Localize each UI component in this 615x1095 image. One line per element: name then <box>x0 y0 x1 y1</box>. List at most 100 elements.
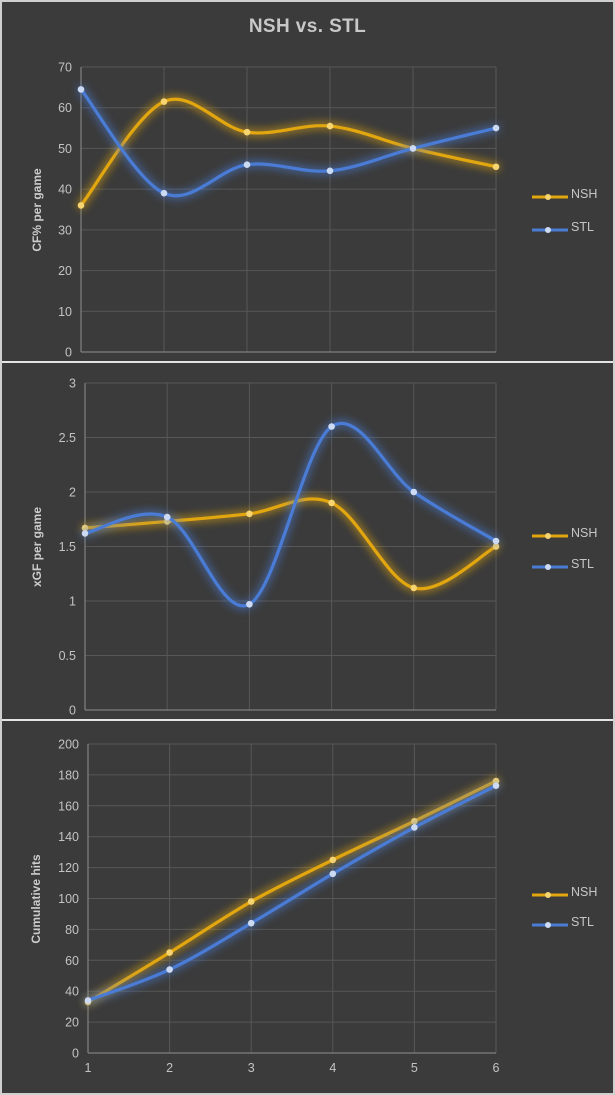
legend-label-nsh: NSH <box>571 885 598 899</box>
y-tick-label: 60 <box>58 101 72 115</box>
series-line-NSH <box>83 497 498 591</box>
x-tick-label: 2 <box>166 1061 173 1075</box>
y-tick-label: 10 <box>58 305 72 319</box>
nsh-line-swatch-icon <box>531 887 569 898</box>
data-point-NSH <box>329 856 337 864</box>
y-tick-label: 50 <box>58 142 72 156</box>
y-tick-label: 20 <box>65 1016 79 1030</box>
y-axis-title-cf: CF% per game <box>30 168 44 252</box>
data-point-STL <box>409 145 417 152</box>
legend-hits: NSH STL <box>531 721 611 1093</box>
series-line-STL <box>79 87 498 198</box>
series-line-STL <box>86 784 498 1003</box>
legend-item-stl: STL <box>531 557 594 571</box>
gridlines <box>81 66 497 353</box>
data-point-NSH <box>326 122 334 130</box>
data-point-STL <box>329 870 337 878</box>
data-point-NSH <box>166 949 173 956</box>
y-tick-label: 0.5 <box>59 649 76 663</box>
series-line-NSH <box>86 779 498 1004</box>
chart-title: NSH vs. STL <box>248 16 367 37</box>
data-point-STL <box>160 189 168 197</box>
data-point-NSH <box>328 499 335 507</box>
stl-line-swatch-icon <box>531 917 569 928</box>
data-point-STL <box>246 600 253 608</box>
y-tick-label: 200 <box>58 738 79 752</box>
data-point-NSH <box>243 128 251 136</box>
y-tick-label: 0 <box>72 1047 79 1061</box>
y-tick-label: 40 <box>65 985 79 999</box>
y-tick-label: 40 <box>58 183 72 197</box>
legend-item-stl: STL <box>531 220 594 234</box>
legend-label-stl: STL <box>571 915 594 929</box>
plot-cumulative-hits: 0 20 40 60 80 100 120 140 160 180 200 1 2 3 4 5 6 <box>58 738 501 1075</box>
x-tick-label: 5 <box>411 1061 418 1075</box>
data-point-STL <box>247 919 255 927</box>
x-tick-label: 1 <box>85 1061 92 1075</box>
data-point-NSH <box>247 898 255 905</box>
y-tick-label: 80 <box>65 923 79 937</box>
x-tick-label: 3 <box>248 1061 255 1075</box>
y-axis-title-xgf: xGF per game <box>30 506 44 588</box>
y-tick-label: 70 <box>58 61 72 75</box>
x-tick-label: 6 <box>493 1061 500 1075</box>
legend-xgf: NSH STL <box>531 363 611 719</box>
legend-label-nsh: NSH <box>571 526 598 540</box>
data-point-STL <box>166 966 173 973</box>
panel-cumulative-hits: 0 20 40 60 80 100 120 140 160 180 200 1 2 3 4 5 6 Cumula… <box>2 719 613 1093</box>
y-tick-label: 2 <box>69 486 76 500</box>
panel-cf-per-game: 0 10 20 30 40 50 60 70 NSH vs. STL CF% per game… <box>2 2 613 361</box>
legend-label-stl: STL <box>571 557 594 571</box>
data-point-STL <box>411 824 418 831</box>
data-point-STL <box>77 86 85 93</box>
plot-xgf-per-game: 0 0.5 1 1.5 2 2.5 3 <box>59 377 501 718</box>
stl-line-swatch-icon <box>531 559 569 570</box>
data-point-NSH <box>492 163 500 171</box>
y-tick-label: 100 <box>58 892 79 906</box>
data-point-STL <box>410 488 418 496</box>
data-point-STL <box>243 161 251 169</box>
nsh-line-swatch-icon <box>531 189 569 200</box>
y-tick-label: 0 <box>65 346 72 360</box>
data-point-NSH <box>160 98 168 105</box>
legend-item-stl: STL <box>531 915 594 929</box>
legend-item-nsh: NSH <box>531 526 597 540</box>
y-tick-label: 1 <box>69 595 76 609</box>
data-point-STL <box>84 997 92 1004</box>
y-axis-title-hits: Cumulative hits <box>29 854 43 944</box>
panel-xgf-per-game: 0 0.5 1 1.5 2 2.5 3 xGF per game NSH STL <box>2 361 613 719</box>
data-point-STL <box>326 167 334 175</box>
nsh-line-swatch-icon <box>531 528 569 539</box>
y-tick-label: 140 <box>58 830 79 844</box>
data-point-NSH <box>246 510 253 518</box>
data-point-NSH <box>77 202 85 209</box>
legend-item-nsh: NSH <box>531 885 597 899</box>
data-point-STL <box>492 124 500 132</box>
legend-label-stl: STL <box>571 220 594 234</box>
data-point-STL <box>163 513 171 521</box>
y-tick-label: 3 <box>69 377 76 391</box>
data-point-NSH <box>410 584 418 592</box>
y-tick-label: 60 <box>65 954 79 968</box>
data-point-STL <box>492 537 500 545</box>
legend-label-nsh: NSH <box>571 187 598 201</box>
y-tick-label: 2.5 <box>59 431 76 445</box>
data-point-STL <box>81 530 89 537</box>
data-point-STL <box>328 423 335 430</box>
y-tick-label: 0 <box>69 704 76 718</box>
legend-cf: NSH STL <box>531 2 611 361</box>
stl-line-swatch-icon <box>531 222 569 233</box>
legend-item-nsh: NSH <box>531 187 597 201</box>
series-line-STL <box>83 421 498 608</box>
y-tick-label: 180 <box>58 768 79 782</box>
y-tick-label: 1.5 <box>59 540 76 554</box>
y-tick-label: 120 <box>58 861 79 875</box>
plot-cf-per-game: 0 10 20 30 40 50 60 70 <box>58 61 501 360</box>
x-tick-label: 4 <box>329 1061 336 1075</box>
y-tick-label: 160 <box>58 799 79 813</box>
y-tick-label: 30 <box>58 223 72 237</box>
y-tick-label: 20 <box>58 264 72 278</box>
gridlines <box>85 382 497 711</box>
data-point-STL <box>492 782 500 790</box>
